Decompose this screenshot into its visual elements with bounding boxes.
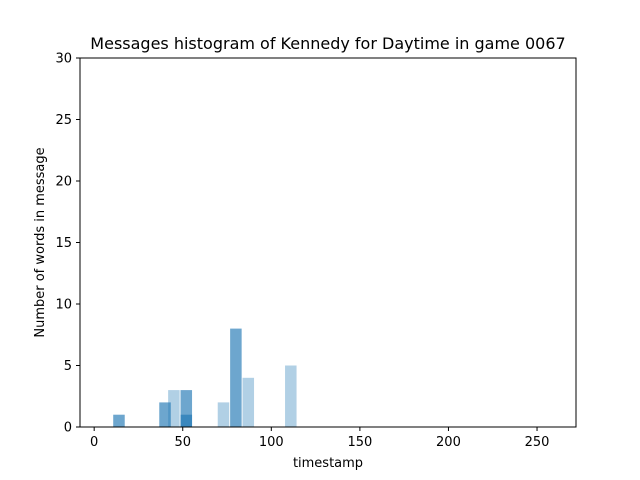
y-tick-label-30: 30	[55, 52, 72, 67]
bar-1-2	[180, 390, 193, 427]
bar-1-3	[180, 414, 193, 427]
plot-frame	[79, 57, 577, 428]
y-tick-label-5: 5	[64, 359, 72, 374]
bar-1-0	[113, 414, 125, 427]
plot-area	[80, 58, 576, 427]
bar-0-0	[168, 390, 180, 427]
y-tick-label-20: 20	[55, 175, 72, 190]
x-tick-label-50: 50	[174, 435, 191, 450]
x-tick-label-100: 100	[259, 435, 284, 450]
x-tick-label-0: 0	[90, 435, 98, 450]
x-tick-label-200: 200	[436, 435, 461, 450]
ticks-layer: 0 50 100 150 200 250 0 5 10 15 20 25 30	[55, 52, 549, 451]
bar-0-1	[217, 402, 230, 427]
y-tick-label-10: 10	[55, 298, 72, 313]
bar-0-3	[285, 365, 297, 427]
bar-0-2	[242, 377, 255, 427]
x-tick-label-150: 150	[347, 435, 372, 450]
y-tick-label-0: 0	[64, 421, 72, 436]
y-tick-label-25: 25	[55, 113, 72, 128]
x-tick-label-250: 250	[525, 435, 550, 450]
y-tick-label-15: 15	[55, 236, 72, 251]
x-axis-label: timestamp	[293, 456, 363, 471]
y-axis-label: Number of words in message	[33, 147, 48, 337]
bar-1-1	[159, 402, 171, 427]
chart-title: Messages histogram of Kennedy for Daytim…	[90, 34, 565, 53]
bar-1-4	[230, 328, 242, 427]
bars-layer	[113, 328, 297, 427]
